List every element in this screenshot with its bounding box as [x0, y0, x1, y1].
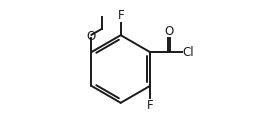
Text: Cl: Cl [182, 46, 194, 59]
Text: O: O [87, 30, 96, 43]
Text: O: O [164, 25, 173, 38]
Text: F: F [117, 9, 124, 22]
Text: F: F [147, 99, 153, 112]
